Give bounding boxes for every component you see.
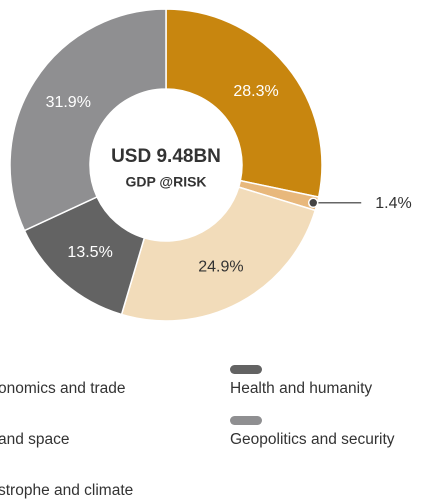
callout-dot [307,197,319,209]
center-title: USD 9.48BN [111,146,221,167]
segment-label: 24.9% [198,258,243,275]
callout-label: 1.4% [375,195,411,212]
donut-segment [120,186,317,322]
legend-label: Geopolitics and security [230,431,395,448]
legend-swatch [230,365,262,374]
legend-label: Health and humanity [230,380,372,397]
donut-segment [165,8,323,199]
legend-swatch [230,416,262,425]
center-subtitle: GDP @RISK [125,174,206,190]
segment-label: 13.5% [67,244,112,261]
donut-segment [9,8,167,232]
legend-label: onomics and trade [0,380,126,397]
legend-label: strophe and climate [0,482,133,499]
legend-label: and space [0,431,70,448]
segment-label: 31.9% [46,94,91,111]
segment-label: 28.3% [233,83,278,100]
donut-hole [91,90,241,240]
